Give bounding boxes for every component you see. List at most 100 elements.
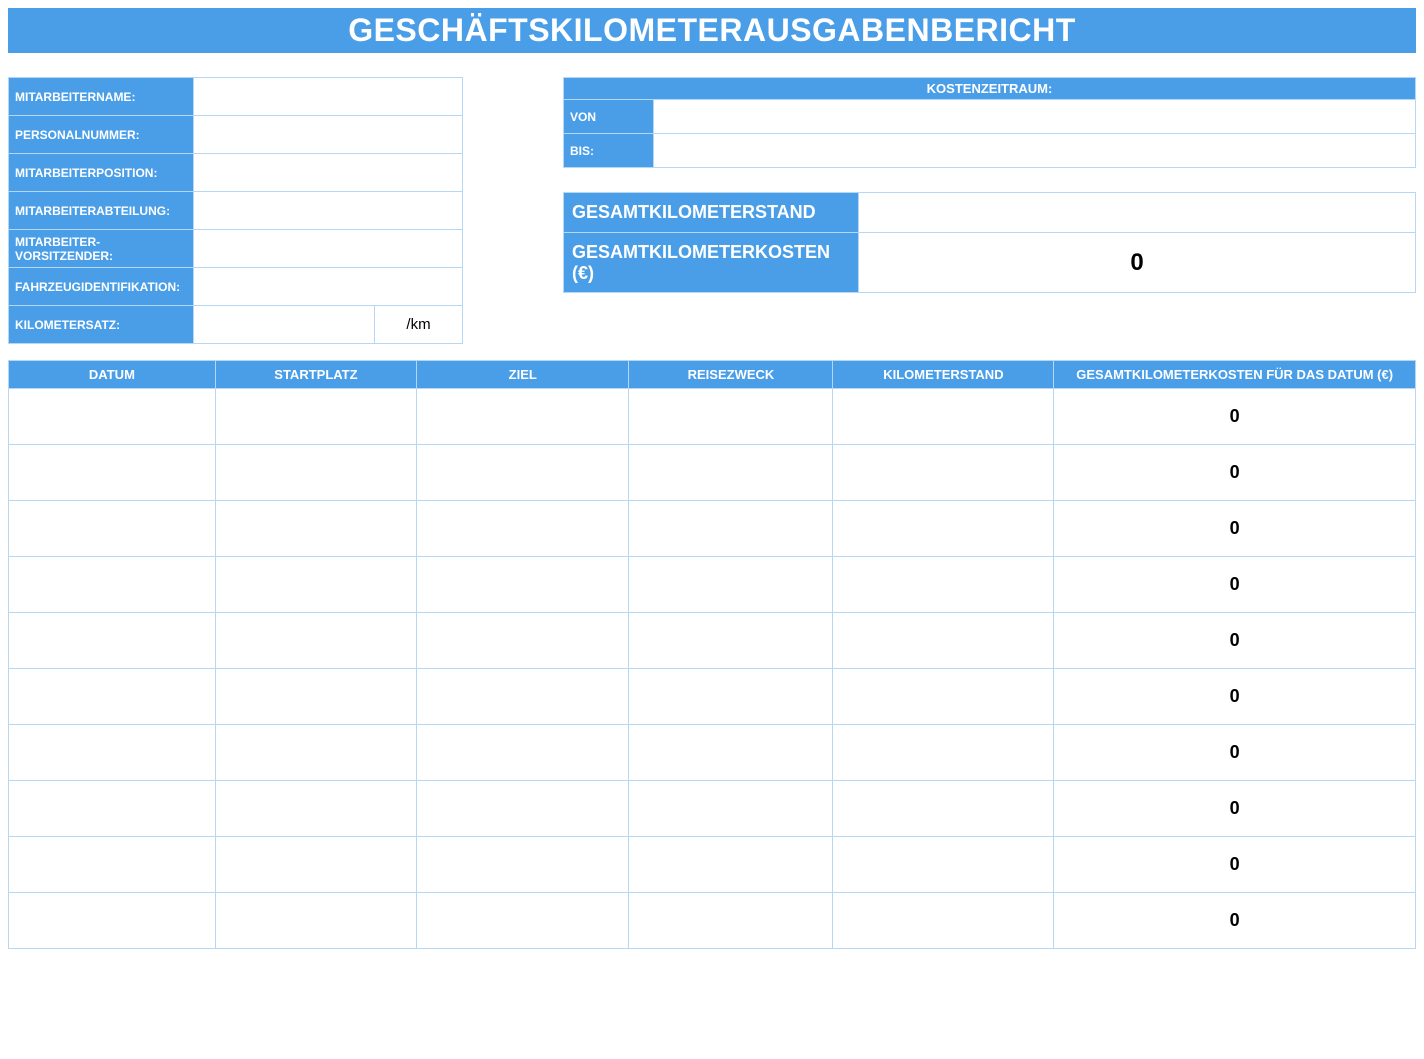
mileage-table: DATUM STARTPLATZ ZIEL REISEZWECK KILOMET… [8,360,1416,949]
employee-rate-label: KILOMETERSATZ: [9,306,194,344]
mileage-table-header-row: DATUM STARTPLATZ ZIEL REISEZWECK KILOMET… [9,361,1416,389]
mileage-cell-ziel[interactable] [417,557,629,613]
employee-field-value[interactable] [194,230,463,268]
employee-field-label: MITARBEITERPOSITION: [9,154,194,192]
employee-info-table: MITARBEITERNAME:PERSONALNUMMER:MITARBEIT… [8,77,463,344]
mileage-cell-km[interactable] [833,445,1054,501]
mileage-cell-start[interactable] [215,557,416,613]
employee-field-label: PERSONALNUMMER: [9,116,194,154]
period-table: KOSTENZEITRAUM: VON BIS: [563,77,1416,168]
mileage-cell-km[interactable] [833,781,1054,837]
mileage-cell-zweck[interactable] [629,669,833,725]
mileage-cell-start[interactable] [215,501,416,557]
mileage-cell-cost: 0 [1054,893,1416,949]
employee-field-value[interactable] [194,192,463,230]
total-cost-label: GESAMTKILOMETERKOSTEN (€) [564,233,859,293]
employee-field-value[interactable] [194,78,463,116]
mileage-cell-cost: 0 [1054,445,1416,501]
mileage-row: 0 [9,613,1416,669]
period-from-label: VON [564,100,654,134]
mileage-cell-cost: 0 [1054,837,1416,893]
mileage-cell-ziel[interactable] [417,389,629,445]
employee-field-row: MITARBEITERABTEILUNG: [9,192,463,230]
mileage-cell-zweck[interactable] [629,781,833,837]
mileage-cell-ziel[interactable] [417,781,629,837]
mileage-row: 0 [9,669,1416,725]
mileage-cell-km[interactable] [833,501,1054,557]
mileage-cell-cost: 0 [1054,557,1416,613]
mileage-cell-start[interactable] [215,837,416,893]
employee-field-value[interactable] [194,116,463,154]
employee-rate-value[interactable] [194,306,375,344]
mileage-cell-km[interactable] [833,669,1054,725]
mileage-cell-ziel[interactable] [417,893,629,949]
mileage-cell-datum[interactable] [9,501,216,557]
period-to-label: BIS: [564,134,654,168]
mileage-cell-start[interactable] [215,669,416,725]
mileage-cell-ziel[interactable] [417,445,629,501]
mileage-cell-start[interactable] [215,725,416,781]
period-to-value[interactable] [654,134,1416,168]
mileage-row: 0 [9,501,1416,557]
mileage-cell-cost: 0 [1054,781,1416,837]
employee-field-row: MITARBEITERPOSITION: [9,154,463,192]
period-header: KOSTENZEITRAUM: [564,78,1416,100]
mileage-cell-km[interactable] [833,725,1054,781]
mileage-cell-datum[interactable] [9,781,216,837]
mileage-cell-zweck[interactable] [629,389,833,445]
mileage-row: 0 [9,389,1416,445]
mileage-cell-zweck[interactable] [629,725,833,781]
mileage-cell-cost: 0 [1054,613,1416,669]
mileage-cell-datum[interactable] [9,669,216,725]
col-header-startplatz: STARTPLATZ [215,361,416,389]
mileage-cell-datum[interactable] [9,613,216,669]
mileage-cell-zweck[interactable] [629,557,833,613]
mileage-cell-ziel[interactable] [417,837,629,893]
mileage-cell-start[interactable] [215,893,416,949]
mileage-cell-zweck[interactable] [629,893,833,949]
mileage-cell-start[interactable] [215,445,416,501]
employee-field-label: MITARBEITER-VORSITZENDER: [9,230,194,268]
mileage-row: 0 [9,725,1416,781]
employee-field-label: MITARBEITERABTEILUNG: [9,192,194,230]
employee-rate-unit: /km [375,306,463,344]
employee-field-row: PERSONALNUMMER: [9,116,463,154]
col-header-reisezweck: REISEZWECK [629,361,833,389]
mileage-cell-zweck[interactable] [629,613,833,669]
mileage-row: 0 [9,837,1416,893]
mileage-cell-datum[interactable] [9,725,216,781]
mileage-cell-zweck[interactable] [629,501,833,557]
mileage-row: 0 [9,557,1416,613]
mileage-cell-km[interactable] [833,837,1054,893]
mileage-cell-start[interactable] [215,781,416,837]
mileage-cell-datum[interactable] [9,389,216,445]
employee-field-value[interactable] [194,154,463,192]
mileage-cell-zweck[interactable] [629,445,833,501]
mileage-cell-datum[interactable] [9,837,216,893]
employee-rate-row: KILOMETERSATZ: /km [9,306,463,344]
mileage-cell-datum[interactable] [9,557,216,613]
employee-field-row: FAHRZEUGIDENTIFIKATION: [9,268,463,306]
mileage-cell-km[interactable] [833,893,1054,949]
top-section: MITARBEITERNAME:PERSONALNUMMER:MITARBEIT… [8,77,1416,344]
total-km-value [859,193,1416,233]
mileage-cell-km[interactable] [833,557,1054,613]
mileage-cell-datum[interactable] [9,445,216,501]
mileage-cell-datum[interactable] [9,893,216,949]
mileage-cell-cost: 0 [1054,725,1416,781]
mileage-cell-ziel[interactable] [417,501,629,557]
col-header-datum: DATUM [9,361,216,389]
employee-field-value[interactable] [194,268,463,306]
mileage-cell-ziel[interactable] [417,725,629,781]
report-title: GESCHÄFTSKILOMETERAUSGABENBERICHT [8,8,1416,53]
period-from-value[interactable] [654,100,1416,134]
mileage-cell-km[interactable] [833,389,1054,445]
col-header-cost: GESAMTKILOMETERKOSTEN FÜR DAS DATUM (€) [1054,361,1416,389]
mileage-cell-start[interactable] [215,613,416,669]
mileage-cell-ziel[interactable] [417,669,629,725]
mileage-cell-zweck[interactable] [629,837,833,893]
mileage-cell-km[interactable] [833,613,1054,669]
mileage-cell-start[interactable] [215,389,416,445]
mileage-cell-ziel[interactable] [417,613,629,669]
mileage-row: 0 [9,445,1416,501]
